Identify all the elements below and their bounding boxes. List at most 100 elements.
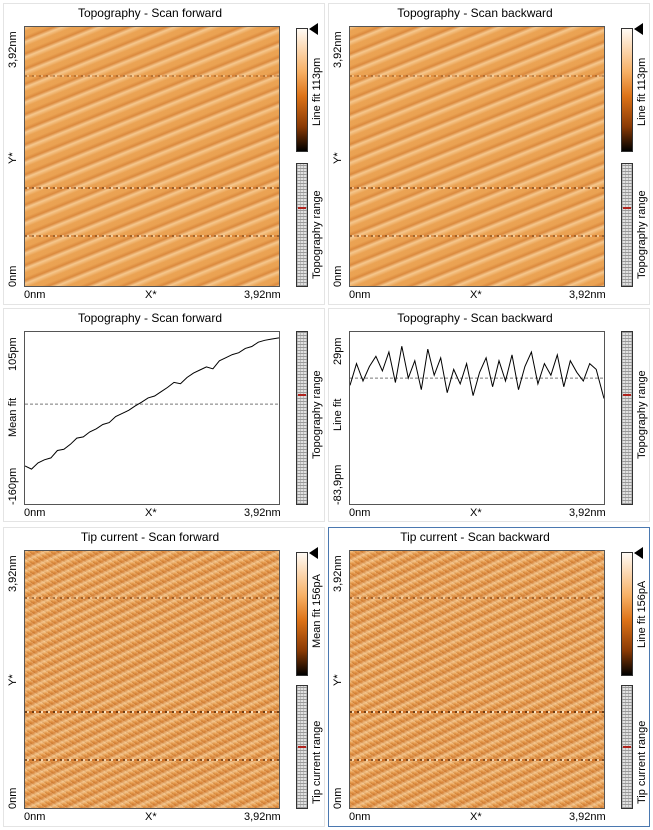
range-label: Topography range <box>636 190 648 279</box>
y-axis-label: Mean fit <box>7 397 19 437</box>
profile-series-line <box>350 346 604 399</box>
panel-title: Topography - Scan forward <box>77 6 223 20</box>
x-axis-label: X* <box>470 811 482 823</box>
y-axis-top-label: 29pm <box>332 337 344 365</box>
range-marker[interactable] <box>298 746 306 748</box>
range-label: Tip current range <box>636 720 648 804</box>
colorbar-label: Line fit 113pm <box>311 57 323 126</box>
range-marker[interactable] <box>623 746 631 748</box>
x-axis-left-label: 0nm <box>349 811 371 823</box>
range-marker[interactable] <box>298 394 306 396</box>
scan-artifact-line <box>25 235 279 237</box>
panel-tip-current-backward-image[interactable]: Tip current - Scan backward 3,92nm Y* 0n… <box>328 527 650 827</box>
colorbar-arrow-icon[interactable] <box>309 547 318 559</box>
colorbar[interactable] <box>621 28 633 152</box>
colorbar-label: Line fit 156pA <box>636 580 648 648</box>
colorbar-label: Mean fit 156pA <box>311 574 323 648</box>
profile-plot[interactable] <box>349 331 605 505</box>
topography-forward-image[interactable] <box>24 26 280 287</box>
y-axis-label: Line fit <box>332 398 344 431</box>
x-axis-right-label: 3,92nm <box>244 289 281 301</box>
range-label: Topography range <box>636 370 648 459</box>
y-axis-top-label: 3,92nm <box>332 555 344 592</box>
x-axis-label: X* <box>470 289 482 301</box>
range-label: Tip current range <box>311 720 323 804</box>
scan-artifact-line <box>350 75 604 77</box>
y-axis-top-label: 3,92nm <box>7 31 19 68</box>
x-axis-label: X* <box>470 507 482 519</box>
range-label: Topography range <box>311 190 323 279</box>
panel-title: Topography - Scan backward <box>397 6 553 20</box>
range-bar[interactable] <box>621 685 633 809</box>
x-axis-left-label: 0nm <box>24 289 46 301</box>
panel-tip-current-forward-image[interactable]: Tip current - Scan forward 3,92nm Y* 0nm… <box>3 527 325 827</box>
panel-topography-backward-profile[interactable]: Topography - Scan backward 29pm Line fit… <box>328 308 650 522</box>
profile-chart <box>25 337 279 470</box>
colorbar-arrow-icon[interactable] <box>634 547 643 559</box>
panel-title: Topography - Scan backward <box>397 311 553 325</box>
x-axis-left-label: 0nm <box>349 507 371 519</box>
colorbar[interactable] <box>621 552 633 676</box>
scan-artifact-line <box>25 597 279 599</box>
range-marker[interactable] <box>298 207 306 209</box>
x-axis-right-label: 3,92nm <box>244 811 281 823</box>
range-bar[interactable] <box>296 685 308 809</box>
range-bar[interactable] <box>621 331 633 505</box>
tip-current-forward-image[interactable] <box>24 550 280 809</box>
y-axis-label: Y* <box>332 152 344 164</box>
scan-artifact-line <box>350 759 604 761</box>
range-label: Topography range <box>311 370 323 459</box>
scan-artifact-line <box>350 711 604 713</box>
colorbar-arrow-icon[interactable] <box>634 23 643 35</box>
tip-current-backward-image[interactable] <box>349 550 605 809</box>
scan-artifact-line <box>25 75 279 77</box>
x-axis-left-label: 0nm <box>24 507 46 519</box>
x-axis-left-label: 0nm <box>24 811 46 823</box>
scan-artifact-line <box>350 187 604 189</box>
range-bar[interactable] <box>296 331 308 505</box>
y-axis-top-label: 105pm <box>7 337 19 371</box>
range-bar[interactable] <box>296 163 308 287</box>
profile-chart <box>350 346 604 399</box>
y-axis-bottom-label: 0nm <box>7 265 19 287</box>
y-axis-top-label: 3,92nm <box>7 555 19 592</box>
topography-backward-image[interactable] <box>349 26 605 287</box>
profile-series-line <box>25 337 279 470</box>
colorbar-arrow-icon[interactable] <box>309 23 318 35</box>
y-axis-bottom-label: 0nm <box>332 265 344 287</box>
range-marker[interactable] <box>623 394 631 396</box>
panel-topography-forward-profile[interactable]: Topography - Scan forward 105pm Mean fit… <box>3 308 325 522</box>
panel-title: Topography - Scan forward <box>77 311 223 325</box>
panel-title: Tip current - Scan backward <box>400 530 550 544</box>
panel-topography-backward-image[interactable]: Topography - Scan backward 3,92nm Y* 0nm… <box>328 3 650 305</box>
y-axis-bottom-label: -83,9pm <box>332 464 344 505</box>
profile-plot[interactable] <box>24 331 280 505</box>
scan-artifact-line <box>25 759 279 761</box>
scan-artifact-line <box>25 187 279 189</box>
y-axis-label: Y* <box>7 152 19 164</box>
range-marker[interactable] <box>623 207 631 209</box>
x-axis-right-label: 3,92nm <box>569 289 606 301</box>
y-axis-top-label: 3,92nm <box>332 31 344 68</box>
scan-artifact-line <box>350 597 604 599</box>
scan-artifact-line <box>350 235 604 237</box>
x-axis-right-label: 3,92nm <box>244 507 281 519</box>
x-axis-label: X* <box>145 811 157 823</box>
x-axis-left-label: 0nm <box>349 289 371 301</box>
y-axis-label: Y* <box>7 674 19 686</box>
panel-topography-forward-image[interactable]: Topography - Scan forward 3,92nm Y* 0nm … <box>3 3 325 305</box>
x-axis-right-label: 3,92nm <box>569 811 606 823</box>
range-bar[interactable] <box>621 163 633 287</box>
colorbar[interactable] <box>296 552 308 676</box>
y-axis-bottom-label: 0nm <box>332 787 344 809</box>
x-axis-right-label: 3,92nm <box>569 507 606 519</box>
y-axis-label: Y* <box>332 674 344 686</box>
panel-title: Tip current - Scan forward <box>80 530 220 544</box>
x-axis-label: X* <box>145 507 157 519</box>
y-axis-bottom-label: -160pm <box>7 467 19 505</box>
scan-artifact-line <box>25 711 279 713</box>
colorbar-label: Line fit 113pm <box>636 57 648 126</box>
y-axis-bottom-label: 0nm <box>7 787 19 809</box>
x-axis-label: X* <box>145 289 157 301</box>
colorbar[interactable] <box>296 28 308 152</box>
